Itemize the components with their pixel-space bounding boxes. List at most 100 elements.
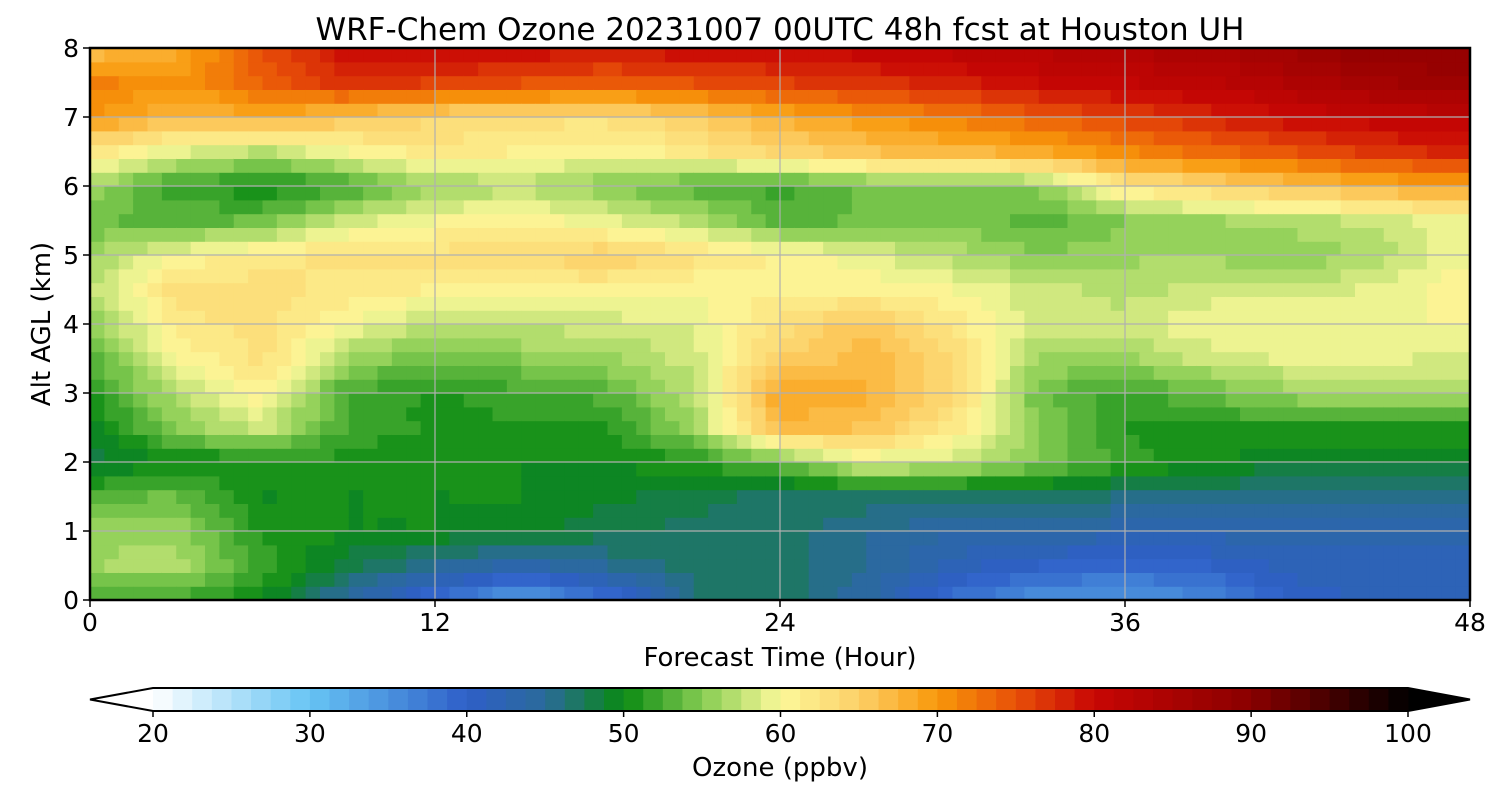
heatmap-cell [1010,61,1025,77]
heatmap-cell [348,572,364,587]
heatmap-cell [564,434,580,449]
heatmap-cell [1455,199,1471,215]
heatmap-cell [334,199,350,215]
heatmap-cell [1168,75,1184,90]
heatmap-cell [420,351,436,366]
heatmap-cell [650,393,666,408]
heatmap-cell [1254,172,1270,187]
heatmap-cell [938,282,954,297]
heatmap-cell [478,351,494,366]
heatmap-cell [205,379,220,394]
heatmap-cell [593,186,609,201]
heatmap-cell [391,503,407,518]
heatmap-cell [708,158,724,173]
heatmap-cell [1038,117,1054,132]
heatmap-cell [1326,310,1342,325]
heatmap-cell [1024,406,1040,422]
heatmap-cell [219,158,235,173]
heatmap-cell [1139,296,1155,311]
heatmap-cell [895,144,910,159]
heatmap-cell [1110,130,1126,146]
heatmap-cell [1254,586,1270,601]
heatmap-cell [449,324,465,339]
heatmap-cell [909,199,925,215]
heatmap-cell [665,489,680,504]
heatmap-cell [636,268,652,284]
heatmap-cell [104,351,120,366]
heatmap-cell [1398,61,1414,77]
heatmap-cell [506,503,522,518]
heatmap-cell [449,365,465,380]
heatmap-cell [535,75,551,90]
heatmap-cell [1412,75,1428,90]
heatmap-cell [1211,296,1227,311]
heatmap-cell [205,103,220,118]
heatmap-cell [765,517,781,532]
heatmap-cell [1053,89,1069,104]
heatmap-cell [449,241,465,256]
heatmap-cell [693,255,709,270]
heatmap-cell [923,489,939,504]
heatmap-cell [1024,268,1040,284]
heatmap-cell [1038,420,1054,435]
heatmap-cell [147,227,163,242]
heatmap-cell [1182,337,1198,353]
heatmap-cell [1053,475,1069,491]
heatmap-cell [1426,337,1442,353]
heatmap-cell [736,241,752,256]
heatmap-cell [1225,365,1241,380]
heatmap-cell [1125,586,1140,601]
heatmap-cell [1297,337,1313,353]
heatmap-cell [406,503,422,518]
heatmap-cell [952,558,968,573]
heatmap-cell [1110,117,1126,132]
heatmap-cell [521,268,537,284]
heatmap-cell [435,558,450,573]
heatmap-cell [463,503,479,518]
heatmap-cell [1412,268,1428,284]
heatmap-cell [363,227,379,242]
heatmap-cell [1168,365,1184,380]
heatmap-cell [636,586,652,601]
heatmap-cell [1153,255,1169,270]
heatmap-cell [1211,144,1227,159]
heatmap-cell [665,337,680,353]
heatmap-cell [1283,337,1299,353]
heatmap-cell [1196,227,1212,242]
heatmap-cell [521,448,537,463]
heatmap-cell [1311,172,1327,187]
colorbar-swatch [878,688,899,711]
heatmap-cell [823,406,839,422]
heatmap-cell [1081,420,1097,435]
heatmap-cell [794,586,810,601]
heatmap-cell [161,420,177,435]
heatmap-cell [406,489,422,504]
heatmap-cell [492,448,508,463]
heatmap-cell [291,61,307,77]
heatmap-cell [564,296,580,311]
heatmap-cell [478,393,494,408]
heatmap-cell [435,337,450,353]
heatmap-cell [708,89,724,104]
heatmap-cell [1010,379,1025,394]
heatmap-cell [880,199,896,215]
heatmap-cell [1326,489,1342,504]
heatmap-cell [190,241,206,256]
heatmap-cell [1254,406,1270,422]
heatmap-cell [909,586,925,601]
heatmap-cell [1412,144,1428,159]
heatmap-cell [1254,103,1270,118]
heatmap-cell [736,144,752,159]
heatmap-cell [377,172,393,187]
heatmap-cell [621,434,637,449]
colorbar-swatch [937,688,958,711]
heatmap-cell [636,241,652,256]
heatmap-cell [751,282,767,297]
heatmap-cell [966,586,982,601]
heatmap-cell [262,337,278,353]
heatmap-cell [1010,172,1025,187]
x-axis: 0 12 24 36 48 [82,600,1486,637]
heatmap-cell [492,268,508,284]
heatmap-cell [1153,61,1169,77]
